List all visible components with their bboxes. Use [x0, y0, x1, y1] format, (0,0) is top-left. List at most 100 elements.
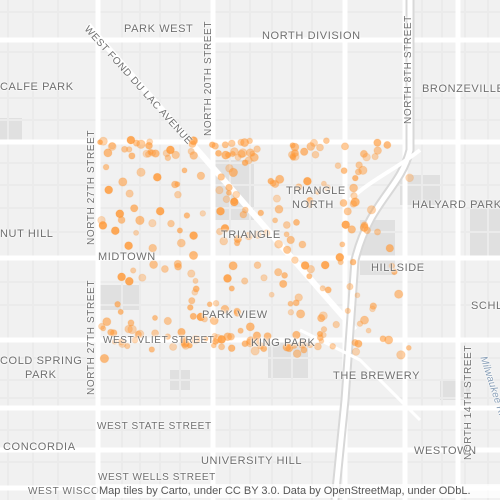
neighborhood-hillside: HILLSIDE	[371, 262, 425, 274]
neighborhood-the-brewery: THE BREWERY	[333, 370, 421, 382]
crime-hotspot-dot	[241, 159, 249, 167]
crime-hotspot-dot	[349, 183, 359, 193]
crime-hotspot-dot	[263, 332, 272, 341]
crime-hotspot-dot	[289, 153, 296, 160]
crime-hotspot-dot	[355, 161, 363, 169]
crime-hotspot-dot	[320, 260, 330, 270]
crime-hotspot-dot	[356, 320, 364, 328]
crime-hotspot-dot	[152, 172, 162, 182]
crime-hotspot-dot	[373, 138, 382, 147]
crime-hotspot-dot	[316, 334, 324, 342]
crime-hotspot-dot	[211, 332, 218, 340]
crime-hotspot-layer	[97, 135, 415, 364]
crime-hotspot-dot	[225, 183, 233, 192]
neighborhood-park-view: PARK VIEW	[202, 309, 268, 321]
crime-hotspot-dot	[332, 320, 341, 329]
crime-hotspot-dot	[306, 264, 316, 274]
map-attribution: Map tiles by Carto, under CC BY 3.0. Dat…	[96, 484, 500, 498]
crime-hotspot-dot	[249, 152, 259, 162]
neighborhood-university-hill: UNIVERSITY HILL	[201, 455, 303, 467]
crime-hotspot-dot	[286, 235, 296, 245]
crime-hotspot-dot	[311, 150, 320, 159]
crime-hotspot-dot	[98, 136, 108, 146]
crime-hotspot-dot	[220, 304, 230, 314]
crime-hotspot-dot	[299, 147, 309, 156]
crime-hotspot-dot	[298, 240, 307, 249]
crime-hotspot-dot	[117, 272, 127, 282]
crime-hotspot-dot	[117, 216, 126, 224]
street-north-27th-lower: NORTH 27TH STREET	[86, 279, 97, 395]
crime-hotspot-dot	[274, 268, 283, 277]
crime-hotspot-dot	[314, 188, 322, 195]
street-west-vliet: WEST VLIET STREET	[103, 335, 215, 346]
crime-hotspot-dot	[362, 152, 371, 162]
crime-hotspot-dot	[196, 171, 206, 181]
crime-hotspot-dot	[220, 223, 230, 233]
crime-hotspot-dot	[102, 317, 112, 327]
crime-hotspot-dot	[396, 350, 406, 360]
crime-hotspot-dot	[354, 339, 363, 348]
crime-hotspot-dot	[188, 250, 199, 261]
crime-hotspot-dot	[287, 309, 295, 316]
crime-hotspot-dot	[171, 150, 180, 160]
crime-hotspot-dot	[148, 346, 156, 353]
crime-hotspot-dot	[359, 149, 368, 158]
street-north-20th: NORTH 20TH STREET	[203, 20, 214, 136]
neighborhood-midtown: MIDTOWN	[98, 251, 156, 263]
crime-hotspot-dot	[351, 347, 361, 356]
crime-hotspot-dot	[164, 333, 172, 341]
crime-hotspot-dot	[292, 330, 301, 340]
park-area	[440, 380, 470, 400]
crime-hotspot-dot	[320, 180, 327, 187]
crime-hotspot-dot	[192, 285, 200, 293]
crime-hotspot-dot	[294, 183, 303, 192]
crime-hotspot-dot	[124, 324, 133, 334]
crime-hotspot-dot	[128, 152, 136, 160]
neighborhood-schl: SCHL	[471, 300, 500, 312]
crime-hotspot-dot	[306, 341, 314, 349]
crime-hotspot-dot	[196, 312, 206, 322]
crime-hotspot-dot	[335, 252, 345, 262]
crime-hotspot-dot	[206, 301, 213, 308]
city-blocks	[0, 118, 500, 400]
crime-hotspot-dot	[350, 192, 358, 200]
crime-hotspot-dot	[124, 241, 134, 251]
crime-hotspot-dot	[384, 335, 394, 345]
park-area	[0, 118, 22, 140]
crime-hotspot-dot	[292, 218, 301, 226]
crime-hotspot-dot	[237, 327, 244, 334]
crime-hotspot-dot	[275, 174, 285, 185]
crime-hotspot-dot	[108, 142, 116, 150]
neighborhood-north-division: NORTH DIVISION	[262, 30, 361, 42]
crime-hotspot-dot	[217, 334, 227, 344]
crime-hotspot-dot	[388, 262, 396, 270]
crime-hotspot-dot	[316, 143, 324, 152]
crime-hotspot-dot	[233, 239, 241, 247]
crime-hotspot-dot	[340, 167, 348, 175]
crime-hotspot-dot	[176, 238, 186, 248]
crime-hotspot-dot	[151, 329, 160, 338]
crime-hotspot-dot	[373, 228, 382, 236]
crime-hotspot-dot	[358, 165, 368, 176]
crime-hotspot-dot	[107, 142, 117, 151]
crime-hotspot-dot	[282, 342, 292, 352]
crime-hotspot-dot	[300, 261, 310, 270]
crime-hotspot-dot	[268, 291, 275, 298]
crime-hotspot-dot	[167, 219, 175, 228]
street-west-state: WEST STATE STREET	[97, 421, 212, 432]
crime-hotspot-dot	[371, 152, 379, 161]
crime-hotspot-dot	[340, 142, 350, 151]
crime-hotspot-dot	[405, 173, 415, 183]
crime-hotspot-dot	[241, 277, 249, 285]
crime-hotspot-dot	[130, 267, 137, 274]
crime-hotspot-dot	[227, 332, 235, 341]
crime-hotspot-dot	[189, 312, 198, 320]
crime-hotspot-dot	[176, 227, 184, 234]
crime-hotspot-dot	[318, 311, 328, 321]
crime-hotspot-dot	[133, 229, 140, 236]
crime-hotspot-dot	[250, 346, 260, 356]
crime-hotspot-dot	[354, 168, 362, 176]
street-north-8th: NORTH 8TH STREET	[403, 15, 414, 124]
crime-hotspot-dot	[349, 258, 357, 266]
